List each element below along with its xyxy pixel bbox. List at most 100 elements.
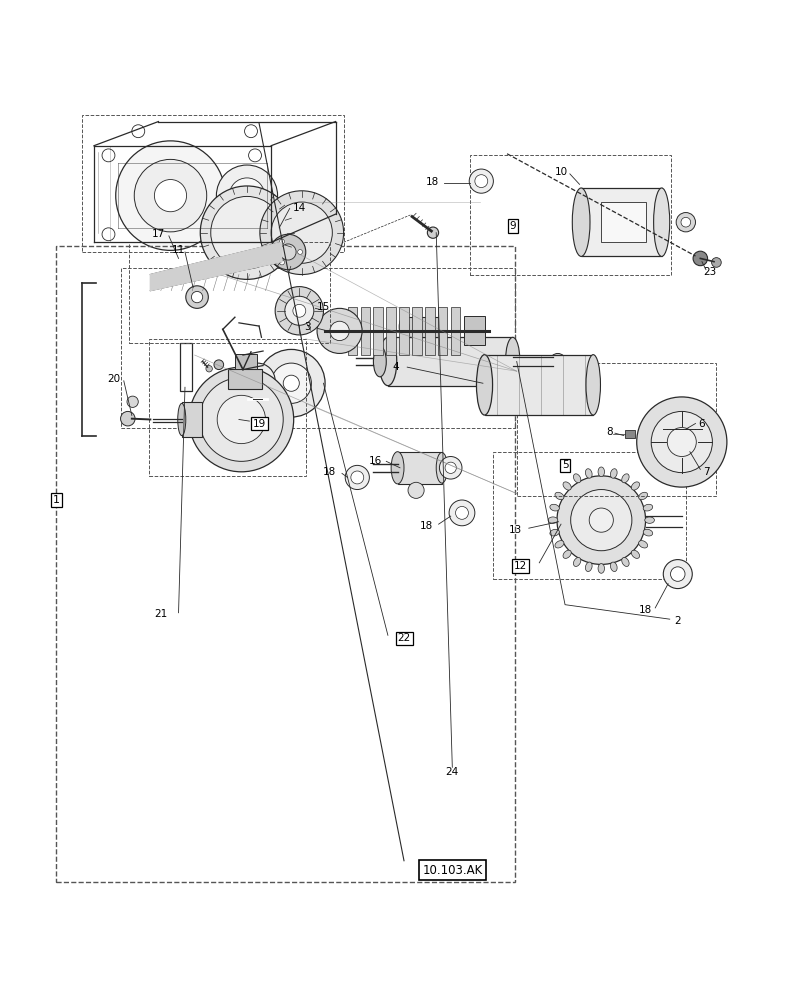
Ellipse shape bbox=[506, 337, 520, 386]
Circle shape bbox=[589, 508, 613, 532]
Circle shape bbox=[271, 234, 305, 270]
Circle shape bbox=[663, 560, 692, 589]
Ellipse shape bbox=[610, 562, 617, 572]
Bar bbox=[82, 115, 343, 252]
Ellipse shape bbox=[643, 529, 653, 536]
Ellipse shape bbox=[645, 517, 654, 523]
Ellipse shape bbox=[178, 403, 186, 436]
Ellipse shape bbox=[563, 550, 571, 558]
Circle shape bbox=[206, 366, 213, 372]
Bar bbox=[451, 307, 461, 355]
Text: 10.103.AK: 10.103.AK bbox=[423, 864, 482, 877]
Text: 11: 11 bbox=[172, 245, 185, 255]
Bar bbox=[517, 363, 717, 496]
Text: 3: 3 bbox=[304, 322, 311, 332]
Circle shape bbox=[260, 191, 343, 275]
Circle shape bbox=[217, 395, 266, 444]
Circle shape bbox=[475, 175, 488, 188]
Bar bbox=[347, 307, 357, 355]
Ellipse shape bbox=[477, 355, 493, 415]
Circle shape bbox=[258, 349, 325, 417]
Bar bbox=[601, 202, 646, 242]
Circle shape bbox=[549, 353, 566, 370]
Ellipse shape bbox=[643, 504, 653, 511]
Ellipse shape bbox=[550, 504, 559, 511]
Polygon shape bbox=[150, 242, 282, 291]
Text: 2: 2 bbox=[675, 616, 681, 626]
Text: 19: 19 bbox=[252, 419, 266, 429]
Circle shape bbox=[297, 250, 302, 254]
Bar bbox=[56, 246, 516, 882]
Circle shape bbox=[651, 411, 713, 473]
Ellipse shape bbox=[631, 482, 640, 490]
Ellipse shape bbox=[610, 469, 617, 478]
Circle shape bbox=[292, 304, 305, 317]
Circle shape bbox=[681, 217, 691, 227]
Circle shape bbox=[280, 244, 296, 260]
Circle shape bbox=[186, 286, 208, 308]
Circle shape bbox=[440, 457, 462, 479]
Ellipse shape bbox=[436, 452, 448, 483]
Bar bbox=[128, 242, 330, 343]
Circle shape bbox=[200, 378, 284, 461]
Ellipse shape bbox=[399, 317, 409, 337]
Text: 14: 14 bbox=[292, 203, 306, 213]
Text: 12: 12 bbox=[514, 561, 528, 571]
Ellipse shape bbox=[548, 517, 558, 523]
Bar bbox=[398, 452, 442, 484]
Bar bbox=[215, 391, 231, 401]
Ellipse shape bbox=[598, 564, 604, 573]
Text: 13: 13 bbox=[508, 525, 522, 535]
Ellipse shape bbox=[586, 562, 592, 572]
Ellipse shape bbox=[574, 474, 581, 483]
Circle shape bbox=[191, 291, 203, 303]
Circle shape bbox=[249, 228, 262, 241]
Bar bbox=[180, 343, 192, 391]
Bar bbox=[399, 307, 409, 355]
Ellipse shape bbox=[555, 492, 564, 500]
Text: 24: 24 bbox=[446, 767, 459, 777]
Circle shape bbox=[248, 371, 267, 390]
Circle shape bbox=[120, 411, 135, 426]
Circle shape bbox=[189, 367, 293, 472]
Circle shape bbox=[408, 482, 424, 498]
Circle shape bbox=[211, 196, 284, 269]
Bar bbox=[229, 369, 263, 389]
Bar bbox=[412, 307, 422, 355]
Circle shape bbox=[127, 396, 138, 407]
Circle shape bbox=[249, 149, 262, 162]
Text: 20: 20 bbox=[107, 374, 120, 384]
Ellipse shape bbox=[638, 541, 647, 548]
Bar bbox=[493, 452, 686, 579]
Text: 5: 5 bbox=[562, 460, 568, 470]
Ellipse shape bbox=[572, 188, 590, 256]
Circle shape bbox=[693, 251, 708, 266]
Circle shape bbox=[154, 180, 187, 212]
Text: 10: 10 bbox=[554, 167, 567, 177]
Ellipse shape bbox=[621, 557, 629, 566]
Circle shape bbox=[276, 287, 323, 335]
Circle shape bbox=[285, 296, 314, 325]
Circle shape bbox=[671, 567, 685, 581]
Text: 4: 4 bbox=[393, 362, 399, 372]
Bar bbox=[485, 355, 593, 415]
Text: 21: 21 bbox=[154, 609, 167, 619]
Bar bbox=[386, 307, 396, 355]
Bar bbox=[425, 307, 435, 355]
Circle shape bbox=[676, 213, 696, 232]
Bar bbox=[235, 354, 258, 369]
Circle shape bbox=[132, 125, 145, 138]
Ellipse shape bbox=[563, 482, 571, 490]
Circle shape bbox=[116, 141, 225, 250]
Circle shape bbox=[102, 228, 115, 241]
Circle shape bbox=[134, 159, 207, 232]
Ellipse shape bbox=[586, 469, 592, 478]
Circle shape bbox=[284, 375, 299, 391]
Circle shape bbox=[445, 462, 457, 473]
Ellipse shape bbox=[654, 188, 670, 256]
Circle shape bbox=[637, 397, 727, 487]
Circle shape bbox=[280, 239, 284, 244]
Circle shape bbox=[330, 321, 349, 341]
Circle shape bbox=[469, 169, 494, 193]
Text: 18: 18 bbox=[323, 467, 337, 477]
